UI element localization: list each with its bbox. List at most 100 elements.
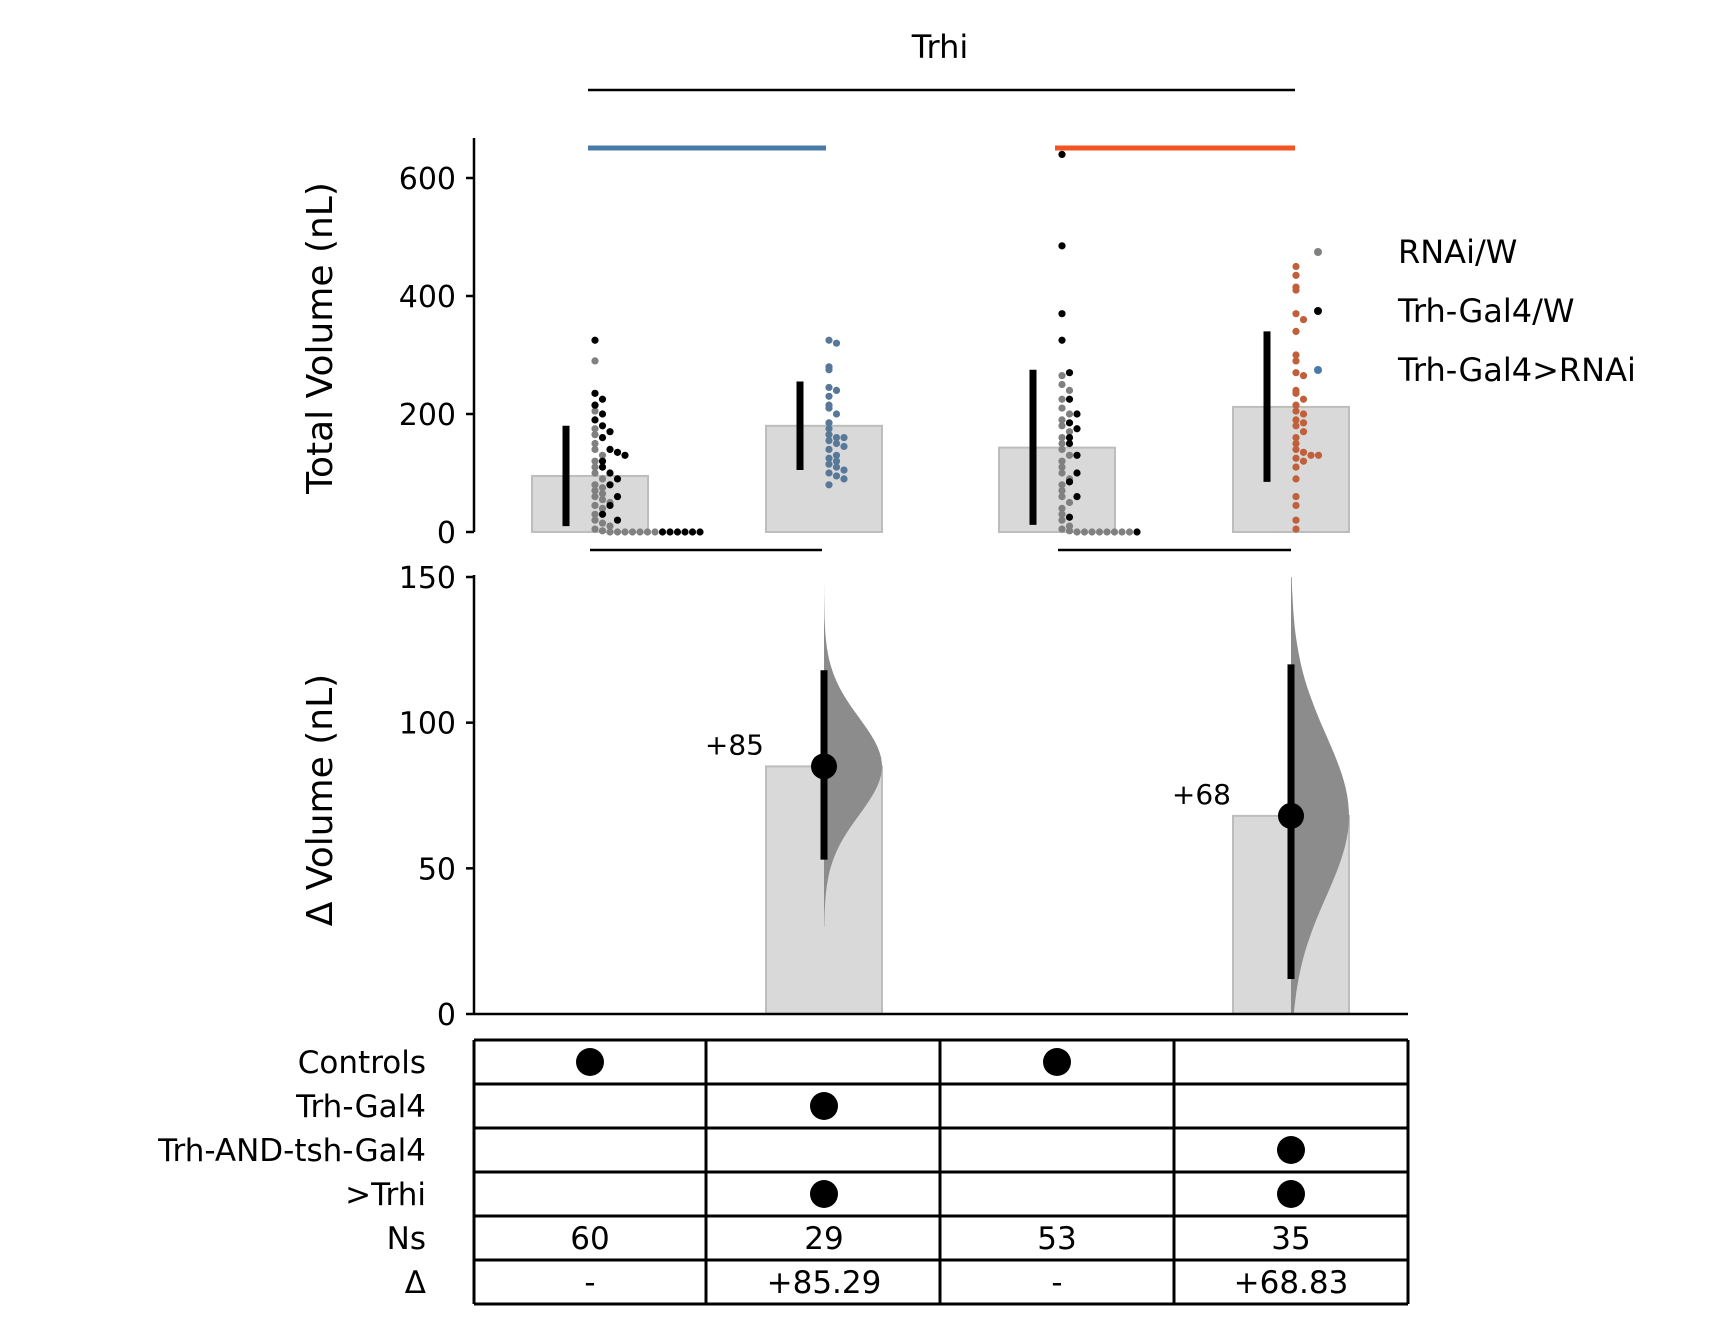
swarm-point — [666, 528, 674, 536]
top-y-tick-label: 200 — [399, 398, 456, 433]
swarm-point — [598, 463, 607, 471]
swarm-point — [1058, 516, 1066, 524]
table-cell-dot — [576, 1048, 604, 1076]
swarm-point — [591, 493, 599, 501]
delta-panel: +85 +68 0 50 100 150 Δ Volume (nL) — [300, 561, 1408, 1033]
top-y-tick-label: 600 — [399, 162, 456, 197]
swarm-point — [613, 516, 622, 524]
swarm-point — [1125, 528, 1134, 536]
swarm-point — [591, 510, 599, 518]
table-row-label: Δ — [405, 1265, 426, 1301]
table-cell-value: - — [1051, 1265, 1062, 1301]
top-panel: 0 200 400 600 Total Volume (nL) — [300, 138, 1350, 551]
swarm-point — [1292, 327, 1300, 335]
delta-distribution — [824, 577, 882, 927]
swarm-point — [591, 407, 599, 415]
swarm-point — [832, 451, 841, 459]
legend-label: Trh-Gal4>RNAi — [1397, 351, 1636, 389]
swarm-point — [1058, 434, 1066, 442]
table-cell-value: 53 — [1037, 1221, 1076, 1257]
swarm-point — [598, 519, 607, 527]
table-cell-dot — [1043, 1048, 1071, 1076]
table-row-label: Trh-Gal4 — [295, 1089, 426, 1125]
swarm-point — [1073, 451, 1081, 459]
swarm-point — [1065, 369, 1074, 377]
swarm-point — [1065, 410, 1074, 418]
swarm-point — [591, 425, 599, 433]
swarm-point — [1292, 439, 1300, 448]
table-cell-value: +68.83 — [1234, 1265, 1349, 1301]
table-cell-dot — [810, 1092, 838, 1120]
swarm-point — [621, 528, 629, 536]
swarm-point — [832, 472, 841, 480]
swarm-point — [606, 469, 614, 477]
swarm-point — [606, 522, 614, 530]
swarm-point — [1065, 395, 1074, 403]
swarm-point — [1080, 528, 1089, 536]
swarm-point — [1292, 351, 1300, 359]
swarm-point — [606, 501, 614, 510]
delta-y-axis-label: Δ Volume (nL) — [300, 674, 341, 926]
swarm-point — [1065, 451, 1074, 459]
legend-label: Trh-Gal4/W — [1397, 292, 1575, 330]
swarm-point — [1058, 445, 1066, 453]
swarm-point — [832, 439, 841, 448]
swarm-point — [591, 525, 599, 533]
swarm-point — [1307, 451, 1315, 459]
top-y-tick-label: 0 — [437, 516, 456, 551]
swarm-point — [1292, 310, 1300, 318]
swarm-point — [825, 425, 833, 433]
swarm-point — [1058, 493, 1066, 501]
swarm-point — [825, 436, 833, 445]
swarm-point — [1292, 389, 1300, 397]
swarm-point — [613, 493, 622, 501]
legend: RNAi/W Trh-Gal4/W Trh-Gal4>RNAi — [1314, 233, 1636, 389]
swarm-point — [591, 389, 599, 397]
swarm-point — [598, 510, 607, 518]
swarm-point — [1292, 516, 1300, 524]
swarm-point — [591, 431, 599, 439]
swarm-point — [591, 401, 599, 409]
swarm-point — [1299, 428, 1308, 436]
swarm-point — [1058, 469, 1066, 477]
swarm-point — [1073, 528, 1081, 536]
swarm-point — [636, 528, 644, 536]
top-y-ticks: 0 200 400 600 — [399, 162, 474, 551]
swarm-point — [825, 404, 833, 412]
swarm-point — [1073, 493, 1081, 501]
swarm-point — [1292, 454, 1300, 462]
swarm-point — [1058, 310, 1066, 318]
swarm-point — [1292, 525, 1300, 533]
swarm-point — [1292, 286, 1300, 294]
swarm-point — [591, 416, 599, 424]
swarm-point — [1299, 419, 1308, 427]
swarm-point — [825, 336, 833, 344]
swarm-point — [1292, 434, 1300, 442]
swarm-point — [825, 392, 833, 400]
delta-y-ticks: 0 50 100 150 — [399, 561, 474, 1033]
delta-y-tick-label: 100 — [399, 707, 456, 742]
swarm-point — [832, 463, 841, 471]
table-row-label: >Trhi — [345, 1177, 426, 1213]
swarm-point — [1058, 525, 1066, 533]
swarm-point — [1065, 434, 1074, 442]
swarm-point — [658, 528, 667, 536]
delta-y-tick-label: 50 — [418, 852, 456, 887]
swarm-point — [840, 442, 848, 451]
top-mean-bar — [1232, 405, 1350, 534]
swarm-point — [1292, 271, 1300, 279]
swarm-point — [643, 528, 652, 536]
delta-mean-dot — [1278, 802, 1304, 829]
swarm-point — [840, 475, 848, 483]
swarm-point — [606, 528, 614, 536]
swarm-point — [1299, 395, 1308, 403]
delta-y-tick-label: 150 — [399, 561, 456, 596]
legend-marker — [1314, 366, 1322, 374]
swarm-point — [1292, 401, 1300, 409]
swarm-point — [832, 410, 841, 418]
swarm-point — [1058, 457, 1066, 465]
swarm-point — [1299, 448, 1308, 456]
swarm-point — [591, 481, 599, 489]
swarm-point — [1058, 336, 1066, 344]
